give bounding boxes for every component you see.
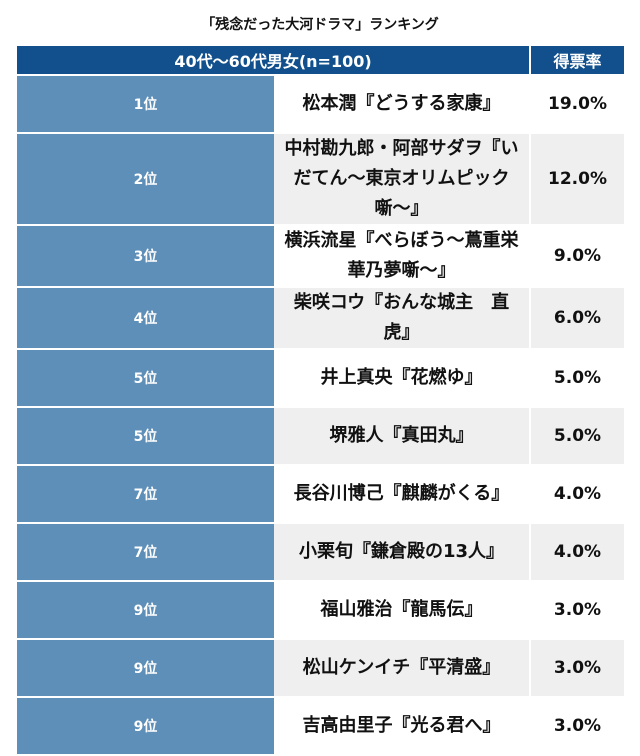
table-row: 7位 長谷川博己『麒麟がくる』 4.0%	[17, 466, 624, 522]
table-row: 3位 横浜流星『べらぼう〜蔦重栄華乃夢噺〜』 9.0%	[17, 226, 624, 286]
rate-cell: 4.0%	[531, 466, 624, 522]
rate-cell: 4.0%	[531, 524, 624, 580]
rank-cell: 7位	[17, 524, 274, 580]
table-row: 2位 中村勘九郎・阿部サダヲ『いだてん〜東京オリムピック噺〜』 12.0%	[17, 134, 624, 224]
table-row: 7位 小栗旬『鎌倉殿の13人』 4.0%	[17, 524, 624, 580]
drama-name-cell: 長谷川博己『麒麟がくる』	[274, 466, 531, 522]
drama-name-cell: 中村勘九郎・阿部サダヲ『いだてん〜東京オリムピック噺〜』	[274, 134, 531, 224]
table-row: 9位 松山ケンイチ『平清盛』 3.0%	[17, 640, 624, 696]
header-rate: 得票率	[531, 46, 624, 74]
rank-cell: 1位	[17, 76, 274, 132]
header-group: 40代〜60代男女(n=100)	[17, 46, 531, 74]
table-row: 5位 井上真央『花燃ゆ』 5.0%	[17, 350, 624, 406]
table-row: 5位 堺雅人『真田丸』 5.0%	[17, 408, 624, 464]
rank-cell: 9位	[17, 582, 274, 638]
ranking-table: 40代〜60代男女(n=100) 得票率 1位 松本潤『どうする家康』 19.0…	[17, 44, 624, 756]
rate-cell: 5.0%	[531, 350, 624, 406]
table-row: 4位 柴咲コウ『おんな城主 直虎』 6.0%	[17, 288, 624, 348]
drama-name-cell: 松山ケンイチ『平清盛』	[274, 640, 531, 696]
drama-name-cell: 横浜流星『べらぼう〜蔦重栄華乃夢噺〜』	[274, 226, 531, 286]
rate-cell: 12.0%	[531, 134, 624, 224]
drama-name-cell: 松本潤『どうする家康』	[274, 76, 531, 132]
drama-name-cell: 堺雅人『真田丸』	[274, 408, 531, 464]
rate-cell: 3.0%	[531, 582, 624, 638]
table-row: 1位 松本潤『どうする家康』 19.0%	[17, 76, 624, 132]
rate-cell: 19.0%	[531, 76, 624, 132]
chart-title: 「残念だった大河ドラマ」ランキング	[201, 17, 439, 33]
rank-cell: 4位	[17, 288, 274, 348]
rate-cell: 9.0%	[531, 226, 624, 286]
rank-cell: 9位	[17, 640, 274, 696]
rank-cell: 5位	[17, 408, 274, 464]
drama-name-cell: 井上真央『花燃ゆ』	[274, 350, 531, 406]
table-row: 9位 吉高由里子『光る君へ』 3.0%	[17, 698, 624, 754]
drama-name-cell: 福山雅治『龍馬伝』	[274, 582, 531, 638]
rank-cell: 7位	[17, 466, 274, 522]
drama-name-cell: 小栗旬『鎌倉殿の13人』	[274, 524, 531, 580]
table-row: 9位 福山雅治『龍馬伝』 3.0%	[17, 582, 624, 638]
rate-cell: 6.0%	[531, 288, 624, 348]
drama-name-cell: 柴咲コウ『おんな城主 直虎』	[274, 288, 531, 348]
drama-name-cell: 吉高由里子『光る君へ』	[274, 698, 531, 754]
rank-cell: 2位	[17, 134, 274, 224]
rate-cell: 5.0%	[531, 408, 624, 464]
rate-cell: 3.0%	[531, 698, 624, 754]
rate-cell: 3.0%	[531, 640, 624, 696]
rank-cell: 9位	[17, 698, 274, 754]
table-header: 40代〜60代男女(n=100) 得票率	[17, 46, 624, 74]
rank-cell: 5位	[17, 350, 274, 406]
rank-cell: 3位	[17, 226, 274, 286]
